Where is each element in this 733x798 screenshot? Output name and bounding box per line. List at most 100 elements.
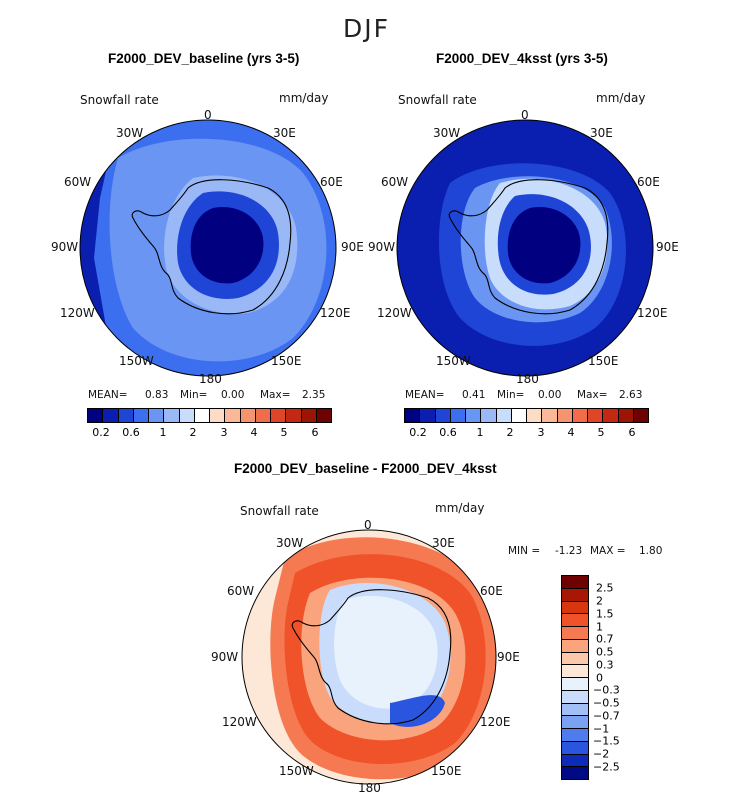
panel1-colorbar-swatch <box>194 409 210 422</box>
panel3-coastline <box>291 589 452 725</box>
panel3-colorbar-swatch <box>562 690 588 704</box>
panel2-colorbar-swatch <box>527 409 543 422</box>
panel1-colorbar-swatch <box>271 409 287 422</box>
panel3-cbar-tick: 1 <box>596 620 603 634</box>
panel3-cbar-tick: 0.7 <box>596 632 614 646</box>
panel3-min-value: -1.23 <box>555 545 583 557</box>
panel1-units-label: mm/day <box>279 91 329 105</box>
panel3-lon-150e: 150E <box>431 764 462 778</box>
panel1-lon-180: 180 <box>199 372 222 386</box>
panel1-cbar-tick: 1 <box>159 426 167 439</box>
panel3-lon-30e: 30E <box>432 536 455 550</box>
panel3-colorbar-swatch <box>562 729 588 742</box>
panel3-cbar-tick: −0.3 <box>593 683 620 697</box>
panel3-colorbar-swatch <box>562 665 588 678</box>
panel3-lon-90e: 90E <box>497 650 520 664</box>
panel3-colorbar-swatch <box>562 767 588 779</box>
panel1-min-value: 0.00 <box>221 389 245 401</box>
panel3-lon-90w: 90W <box>211 650 239 664</box>
panel1-lon-30w: 30W <box>116 126 144 140</box>
panel3-lon-150w: 150W <box>279 764 314 778</box>
panel3-cbar-tick: 0.3 <box>596 658 614 672</box>
panel3-min-label: MIN = <box>508 545 541 557</box>
panel1-lon-90e: 90E <box>341 240 364 254</box>
panel3-max-value: 1.80 <box>639 545 663 557</box>
panel3-cbar-tick: −2.5 <box>593 760 620 774</box>
panel1-lon-120w: 120W <box>60 306 95 320</box>
panel1-colorbar-swatch <box>133 409 149 422</box>
panel3-colorbar-swatch <box>562 703 588 717</box>
panel3-cbar-tick: 0 <box>596 671 603 685</box>
panel2-max-label: Max= <box>577 389 608 401</box>
panel2-variable-label: Snowfall rate <box>398 93 477 107</box>
panel2-colorbar-swatch <box>420 409 436 422</box>
panel2-lon-60w: 60W <box>381 175 409 189</box>
panel3-colorbar-swatch <box>562 652 588 666</box>
panel3-cbar-tick: 2 <box>596 594 603 608</box>
panel1-lon-60e: 60E <box>320 175 343 189</box>
panel1-variable-label: Snowfall rate <box>80 93 159 107</box>
panel2-colorbar-swatch <box>603 409 619 422</box>
panel2-mean-value: 0.41 <box>462 389 486 401</box>
panel2-lon-150e: 150E <box>588 354 619 368</box>
panel2-lon-0: 0 <box>521 108 529 122</box>
panel3-max-label: MAX = <box>590 545 626 557</box>
panel2-colorbar-swatch <box>481 409 497 422</box>
panel1-cbar-tick: 4 <box>250 426 258 439</box>
panel3-colorbar <box>561 575 589 780</box>
panel1-cbar-tick: 5 <box>280 426 288 439</box>
panel2-colorbar-swatch <box>633 409 648 422</box>
panel1-max-label: Max= <box>260 389 291 401</box>
panel3-colorbar-swatch <box>562 754 588 768</box>
panel1-colorbar-swatch <box>149 409 165 422</box>
panel2-lon-30w: 30W <box>433 126 461 140</box>
panel1-colorbar-swatch <box>225 409 241 422</box>
figure-title: DJF <box>342 14 390 43</box>
panel2-lon-120w: 120W <box>377 306 412 320</box>
panel3-variable-label: Snowfall rate <box>240 504 319 518</box>
panel1-lon-30e: 30E <box>273 126 296 140</box>
panel1-colorbar-swatch <box>316 409 331 422</box>
panel3-field-negative <box>390 695 445 727</box>
panel2-cbar-tick: 6 <box>628 426 636 439</box>
panel3-field-core <box>334 595 438 709</box>
panel3-colorbar-swatch <box>562 639 588 653</box>
panel2-colorbar <box>404 408 649 423</box>
panel1-cbar-tick: 0.2 <box>92 426 110 439</box>
panel2-cbar-tick: 1 <box>476 426 484 439</box>
panel3-cbar-tick: −1.5 <box>593 734 620 748</box>
panel3-cbar-tick: 2.5 <box>596 581 614 595</box>
panel2-lon-90e: 90E <box>656 240 679 254</box>
panel3-cbar-tick: 0.5 <box>596 645 614 659</box>
panel1-coastline <box>131 179 292 315</box>
panel1-lon-90w: 90W <box>51 240 79 254</box>
panel1-colorbar-swatch <box>118 409 134 422</box>
panel2-min-label: Min= <box>497 389 525 401</box>
panel3-lon-0: 0 <box>364 518 372 532</box>
panel2-colorbar-swatch <box>588 409 604 422</box>
panel2-colorbar-swatch <box>405 409 421 422</box>
panel1-lon-150e: 150E <box>271 354 302 368</box>
panel3-colorbar-swatch <box>562 627 588 640</box>
panel3-colorbar-swatch <box>562 678 588 691</box>
panel3-colorbar-swatch <box>562 601 588 615</box>
panel1-map <box>79 119 337 377</box>
panel3-cbar-tick: −1 <box>593 722 610 736</box>
panel1-cbar-tick: 0.6 <box>122 426 140 439</box>
panel2-max-value: 2.63 <box>619 389 643 401</box>
panel2-colorbar-swatch <box>542 409 558 422</box>
panel2-lon-180: 180 <box>516 372 539 386</box>
panel3-units-label: mm/day <box>435 501 485 515</box>
panel1-colorbar-swatch <box>103 409 119 422</box>
panel2-mean-label: MEAN= <box>405 389 445 401</box>
panel2-colorbar-swatch <box>466 409 482 422</box>
panel2-min-value: 0.00 <box>538 389 562 401</box>
panel1-colorbar-swatch <box>179 409 195 422</box>
panel1-colorbar-swatch <box>240 409 256 422</box>
panel1-cbar-tick: 3 <box>220 426 228 439</box>
panel1-lon-150w: 150W <box>119 354 154 368</box>
panel3-map <box>241 529 497 785</box>
panel1-mean-value: 0.83 <box>145 389 169 401</box>
panel1-colorbar-swatch <box>286 409 302 422</box>
panel2-lon-120e: 120E <box>637 306 668 320</box>
